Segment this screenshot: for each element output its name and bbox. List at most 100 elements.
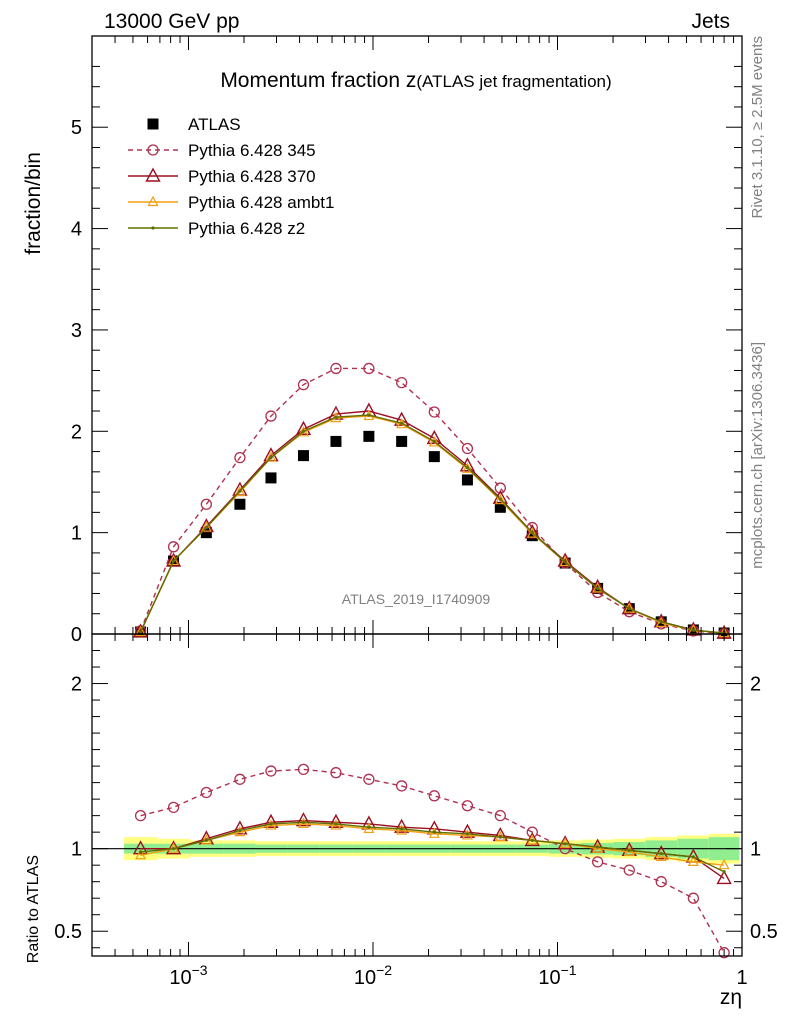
data-marker: [269, 456, 273, 460]
x-tick-label: 10−2: [354, 962, 392, 989]
ratio-xlabel: zη: [720, 986, 742, 1009]
y-tick-label: 3: [71, 320, 82, 342]
data-marker: [297, 450, 309, 462]
data-marker: [432, 830, 436, 834]
x-tick-base: 10: [538, 967, 560, 989]
data-marker: [147, 118, 159, 130]
data-marker: [395, 376, 408, 389]
series-line: [139, 367, 725, 635]
data-marker: [530, 531, 534, 535]
data-marker: [400, 827, 404, 831]
data-marker: [301, 429, 306, 433]
data-marker: [691, 855, 695, 859]
chart-title-sub: (ATLAS jet fragmentation): [416, 72, 611, 91]
data-marker: [400, 421, 404, 425]
data-marker: [494, 809, 506, 822]
y-tick-label: 4: [71, 219, 82, 241]
data-marker: [132, 623, 149, 638]
data-marker: [722, 870, 726, 874]
data-marker: [330, 435, 342, 447]
y-tick-label: 5: [71, 117, 82, 139]
data-marker: [265, 472, 277, 484]
legend-entry: ATLAS: [147, 115, 241, 134]
data-marker: [591, 856, 604, 868]
data-marker: [428, 451, 440, 463]
data-marker: [363, 773, 375, 785]
data-marker: [687, 892, 700, 904]
rivet-version-text: Rivet 3.1.10, ≥ 2.5M events: [749, 36, 766, 219]
header-process: Jets: [691, 10, 730, 33]
data-marker: [334, 415, 338, 419]
ratio-plot: 10−3 10−2 10−1 10.5 0.51 12 2: [54, 633, 778, 989]
data-marker: [363, 362, 375, 375]
ratio-frame: [91, 633, 743, 957]
data-marker: [134, 809, 147, 822]
x-tick-exponent: −1: [561, 962, 577, 978]
data-marker: [494, 501, 506, 513]
data-marker: [204, 838, 208, 843]
data-marker: [367, 825, 371, 829]
data-marker: [168, 554, 180, 566]
data-marker: [465, 832, 470, 836]
data-marker: [234, 451, 246, 464]
data-marker: [265, 765, 277, 777]
data-marker: [393, 818, 410, 833]
data-marker: [132, 840, 149, 855]
data-marker: [526, 527, 538, 538]
x-tick-base: 10: [354, 967, 376, 989]
data-marker: [234, 773, 246, 785]
legend: ATLAS Pythia 6.428 345 Pythia 6.428 370 Pyt…: [128, 115, 334, 238]
header-energy: 13000 GeV pp: [104, 10, 239, 33]
data-marker: [147, 144, 159, 156]
legend-entry: Pythia 6.428 ambt1: [128, 193, 334, 212]
data-marker: [328, 813, 344, 828]
data-marker: [147, 195, 159, 207]
data-marker: [718, 947, 730, 959]
data-marker: [461, 474, 473, 486]
y-tick-label: 0: [71, 624, 82, 646]
data-marker: [461, 800, 474, 812]
series-pythia-6-428-ambt1: [135, 817, 730, 870]
data-marker: [396, 417, 408, 429]
data-marker: [135, 625, 147, 637]
data-marker: [330, 362, 342, 375]
data-marker: [334, 822, 338, 826]
data-marker: [200, 521, 212, 532]
data-marker: [655, 876, 667, 888]
y-tick-label-right: 1: [750, 839, 761, 861]
series-pythia-6-428-345: [134, 763, 730, 959]
main-plot: 0 1 2 3 4 5: [71, 35, 743, 648]
data-marker: [428, 827, 440, 838]
x-tick-label: 1: [736, 967, 747, 989]
data-marker: [498, 497, 502, 501]
data-marker: [167, 541, 180, 553]
x-tick-label: 10−1: [538, 962, 576, 989]
data-marker: [363, 822, 375, 833]
x-tick-base: 1: [736, 967, 747, 989]
legend-entry: Pythia 6.428 370: [128, 167, 316, 186]
analysis-watermark: ATLAS_2019_I1740909: [342, 591, 491, 607]
x-tick-exponent: −3: [192, 962, 208, 978]
series-line: [140, 768, 725, 954]
legend-label: Pythia 6.428 345: [188, 141, 316, 160]
data-marker: [238, 489, 242, 493]
data-marker: [426, 429, 442, 445]
data-marker: [297, 426, 309, 437]
data-marker: [396, 435, 408, 447]
y-tick-label: 2: [71, 421, 82, 443]
data-marker: [367, 413, 371, 417]
data-marker: [200, 786, 213, 799]
data-marker: [145, 167, 161, 182]
data-marker: [428, 790, 440, 802]
data-marker: [265, 451, 277, 462]
data-marker: [559, 555, 571, 567]
chart-title: Momentum fraction z(ATLAS jet fragmentat…: [220, 69, 611, 92]
series-pythia-6-428-z2: [138, 413, 726, 635]
data-marker: [563, 842, 567, 846]
data-marker: [428, 436, 440, 447]
data-marker: [234, 498, 246, 510]
data-marker: [393, 411, 410, 426]
data-marker: [363, 430, 375, 442]
data-marker: [716, 869, 732, 885]
